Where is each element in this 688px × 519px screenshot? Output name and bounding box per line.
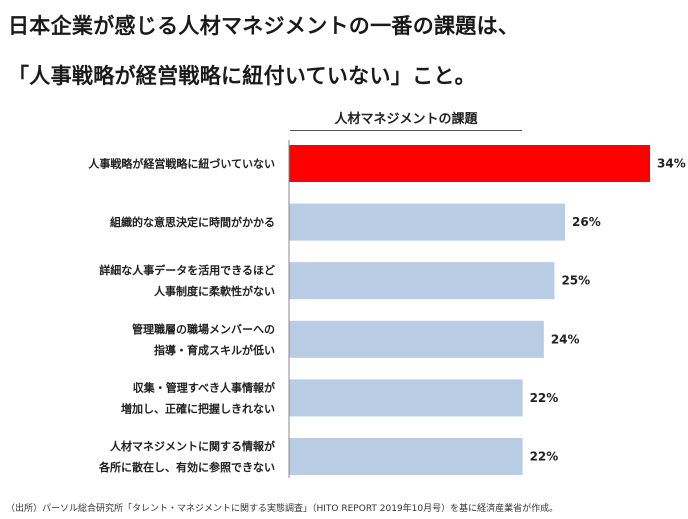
- category-label-5-line-2: 増加し、正確に把握しきれない: [121, 401, 275, 415]
- category-label-4-line-2: 指導・育成スキルが低い: [154, 343, 275, 357]
- category-label-6-line-1: 人材マネジメントに関する情報が: [110, 439, 275, 453]
- value-label-1: 34%: [657, 157, 686, 171]
- value-label-5: 22%: [530, 391, 559, 405]
- category-label-3-line-1: 詳細な人事データを活用できるほど: [99, 263, 275, 277]
- category-label-6-line-2: 各所に散在し、有効に参照できない: [98, 460, 275, 474]
- category-label-1: 人事戦略が経営戦略に紐づいていない: [88, 157, 275, 171]
- bar-6: [289, 438, 523, 475]
- category-label-2: 組織的な意思決定に時間がかかる: [110, 215, 275, 229]
- category-label-4-line-1: 管理職層の職場メンバーへの: [132, 322, 275, 336]
- category-label-5-line-1: 収集・管理すべき人事情報が: [133, 380, 275, 394]
- category-label-3-line-2: 人事制度に柔軟性がない: [154, 284, 275, 298]
- bar-3: [289, 262, 555, 300]
- bar-1: [289, 145, 650, 182]
- chart-title: 人材マネジメントの課題: [334, 112, 478, 127]
- bar-5: [289, 379, 523, 417]
- headline-line-2: 「人事戦略が経営戦略に紐付いていない」こと。: [8, 64, 476, 88]
- chart-title-underline: [290, 130, 522, 131]
- bar-2: [289, 203, 566, 241]
- value-label-4: 24%: [551, 332, 580, 346]
- headline-line-1: 日本企業が感じる人材マネジメントの一番の課題は、: [8, 14, 520, 38]
- value-label-3: 25%: [561, 274, 590, 288]
- bar-4: [289, 320, 544, 358]
- value-label-2: 26%: [572, 215, 601, 229]
- source-footnote: （出所）パーソル総合研究所「タレント・マネジメントに関する実態調査」（HITO …: [6, 504, 559, 514]
- value-label-6: 22%: [530, 450, 559, 464]
